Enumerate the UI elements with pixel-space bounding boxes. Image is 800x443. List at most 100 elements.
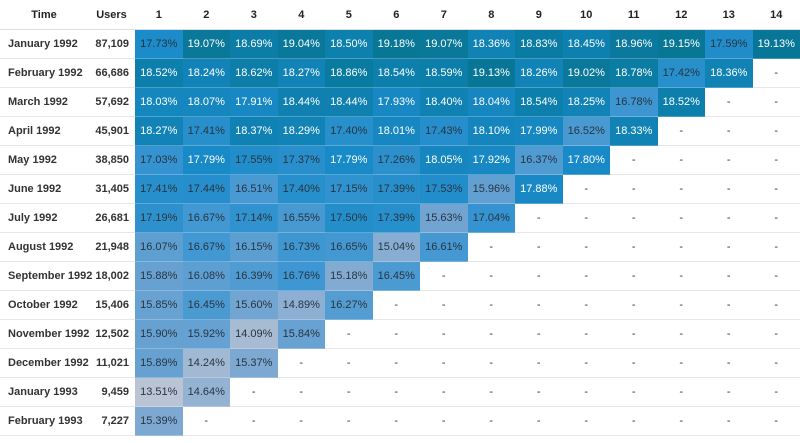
user-count: 57,692 — [88, 87, 135, 117]
retention-cell: - — [372, 377, 420, 407]
retention-cell: 17.14% — [230, 203, 278, 233]
user-count: 87,109 — [88, 29, 135, 59]
retention-cell: 17.40% — [277, 174, 325, 204]
cohort-row: February 1992 66,686 18.52% 18.24% 18.62% 18.… — [0, 58, 800, 88]
cohort-row: June 1992 31,405 17.41% 17.44% 16.51% 17.40% 1… — [0, 174, 800, 204]
retention-cell: 14.24% — [182, 348, 230, 378]
retention-cell: 18.50% — [325, 29, 373, 59]
column-header: 5 — [325, 0, 373, 30]
retention-cell: 14.89% — [277, 290, 325, 320]
retention-cell: - — [467, 348, 515, 378]
user-count: 9,459 — [88, 377, 135, 407]
retention-cell: - — [467, 319, 515, 349]
retention-cell: 18.36% — [467, 29, 515, 59]
cohort-row: October 1992 15,406 15.85% 16.45% 15.60% 14.8… — [0, 290, 800, 320]
retention-cell: 17.93% — [372, 87, 420, 117]
retention-cell: 18.54% — [372, 58, 420, 88]
retention-cell: 16.07% — [135, 232, 183, 262]
retention-cell: - — [515, 232, 563, 262]
retention-cell: - — [752, 58, 800, 88]
retention-cell: - — [657, 290, 705, 320]
column-header: Users — [88, 0, 135, 30]
retention-cell: 18.37% — [230, 116, 278, 146]
cohort-row: February 1993 7,227 15.39% - - - - - - - - - - - - - — [0, 406, 800, 436]
user-count: 7,227 — [88, 406, 135, 436]
retention-cell: 17.40% — [325, 116, 373, 146]
retention-cell: 16.52% — [562, 116, 610, 146]
retention-cell: 17.04% — [467, 203, 515, 233]
retention-cell: - — [277, 406, 325, 436]
retention-cell: - — [515, 290, 563, 320]
retention-cell: - — [657, 232, 705, 262]
retention-cell: - — [705, 203, 753, 233]
retention-cell: 17.39% — [372, 174, 420, 204]
retention-cell: - — [467, 377, 515, 407]
retention-cell: 18.29% — [277, 116, 325, 146]
retention-cell: - — [467, 232, 515, 262]
retention-cell: 17.19% — [135, 203, 183, 233]
retention-cell: 17.91% — [230, 87, 278, 117]
retention-cell: - — [325, 377, 373, 407]
table-body: January 1992 87,109 17.73% 19.07% 18.69% 19.0… — [0, 29, 800, 436]
retention-cell: 18.54% — [515, 87, 563, 117]
retention-cell: 19.15% — [657, 29, 705, 59]
column-header: 6 — [372, 0, 420, 30]
retention-cell: - — [705, 232, 753, 262]
retention-cell: - — [277, 348, 325, 378]
cohort-row: March 1992 57,692 18.03% 18.07% 17.91% 18.44%… — [0, 87, 800, 117]
retention-cell: 17.92% — [467, 145, 515, 175]
retention-cell: 18.59% — [420, 58, 468, 88]
column-header: 7 — [420, 0, 468, 30]
retention-cell: - — [467, 261, 515, 291]
user-count: 18,002 — [88, 261, 135, 291]
retention-cell: - — [657, 377, 705, 407]
retention-cell: 18.44% — [325, 87, 373, 117]
retention-cell: 15.92% — [182, 319, 230, 349]
cohort-month: January 1993 — [0, 377, 88, 407]
retention-cell: - — [420, 290, 468, 320]
cohort-month: March 1992 — [0, 87, 88, 117]
column-header: 13 — [705, 0, 753, 30]
retention-cell: 17.73% — [135, 29, 183, 59]
retention-cell: 19.18% — [372, 29, 420, 59]
retention-cell: - — [752, 377, 800, 407]
retention-cell: 17.88% — [515, 174, 563, 204]
retention-cell: 17.42% — [657, 58, 705, 88]
cohort-month: June 1992 — [0, 174, 88, 204]
retention-cell: - — [372, 406, 420, 436]
retention-cell: 18.26% — [515, 58, 563, 88]
retention-cell: - — [562, 203, 610, 233]
retention-cell: - — [657, 174, 705, 204]
retention-cell: 18.40% — [420, 87, 468, 117]
retention-cell: 17.80% — [562, 145, 610, 175]
retention-cell: - — [515, 261, 563, 291]
column-header: 14 — [752, 0, 800, 30]
retention-cell: - — [657, 145, 705, 175]
retention-cell: 17.53% — [420, 174, 468, 204]
retention-cell: - — [705, 348, 753, 378]
retention-cell: 15.88% — [135, 261, 183, 291]
retention-cell: - — [657, 261, 705, 291]
retention-cell: - — [752, 319, 800, 349]
column-header: 2 — [182, 0, 230, 30]
retention-cell: 16.78% — [610, 87, 658, 117]
retention-cell: 15.96% — [467, 174, 515, 204]
retention-cell: - — [182, 406, 230, 436]
retention-cell: - — [752, 290, 800, 320]
retention-cell: 18.10% — [467, 116, 515, 146]
retention-cell: 19.07% — [420, 29, 468, 59]
retention-cell: - — [515, 348, 563, 378]
retention-cell: - — [610, 203, 658, 233]
retention-cell: - — [705, 377, 753, 407]
column-header: 3 — [230, 0, 278, 30]
cohort-row: July 1992 26,681 17.19% 16.67% 17.14% 16.55% 1… — [0, 203, 800, 233]
cohort-month: February 1992 — [0, 58, 88, 88]
cohort-month: May 1992 — [0, 145, 88, 175]
user-count: 26,681 — [88, 203, 135, 233]
retention-cell: 17.41% — [135, 174, 183, 204]
cohort-row: April 1992 45,901 18.27% 17.41% 18.37% 18.29%… — [0, 116, 800, 146]
retention-cell: - — [325, 406, 373, 436]
retention-cell: - — [515, 203, 563, 233]
retention-cell: - — [610, 290, 658, 320]
